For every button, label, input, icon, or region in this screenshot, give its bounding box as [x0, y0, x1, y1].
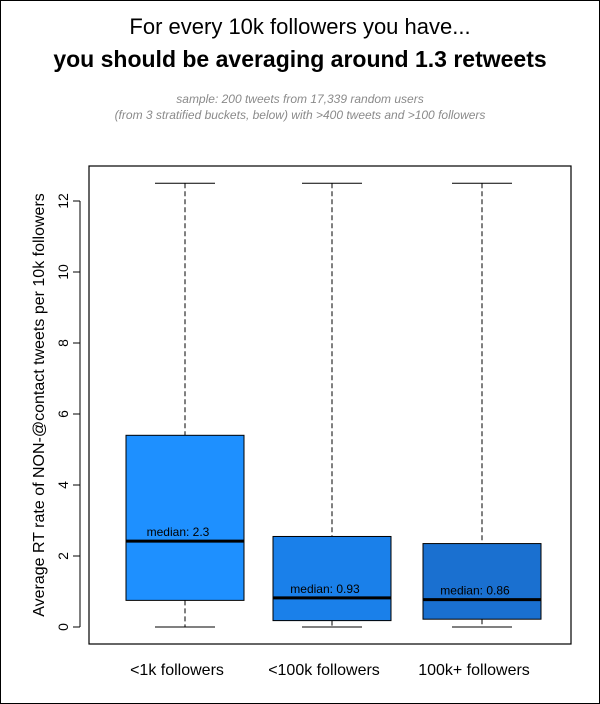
x-axis-labels: <1k followers <100k followers 100k+ follow…	[130, 662, 530, 679]
chart-title-line-1: For every 10k followers you have...	[129, 14, 471, 39]
plot-area-border	[88, 165, 572, 645]
y-tick-label: 4	[55, 481, 71, 489]
boxes: median: 2.3 median: 0.93 median: 0.86	[125, 182, 542, 628]
iqr-box	[125, 434, 245, 601]
y-tick-label: 0	[55, 623, 71, 631]
x-category-label: 100k+ followers	[418, 662, 530, 679]
y-tick-label: 10	[55, 264, 71, 280]
x-category-label: <1k followers	[130, 662, 224, 679]
y-axis: 0 2 4 6 8 10 12	[55, 193, 81, 631]
chart-subtitle-line-1: sample: 200 tweets from 17,339 random us…	[176, 92, 424, 106]
chart-title-line-2: you should be averaging around 1.3 retwe…	[53, 46, 547, 72]
median-label: median: 2.3	[147, 525, 210, 539]
y-tick-label: 6	[55, 410, 71, 418]
y-axis-label: Average RT rate of NON-@contact tweets p…	[31, 193, 48, 617]
y-tick-label: 12	[55, 193, 71, 209]
chart-subtitle-line-2: (from 3 stratified buckets, below) with …	[114, 108, 486, 122]
median-label: median: 0.93	[290, 582, 360, 596]
iqr-box	[422, 543, 542, 620]
median-label: median: 0.86	[440, 584, 510, 598]
iqr-box	[272, 535, 392, 622]
box-1: median: 2.3	[125, 182, 245, 628]
x-category-label: <100k followers	[268, 662, 380, 679]
box-2: median: 0.93	[272, 182, 392, 628]
y-tick-label: 8	[55, 339, 71, 347]
y-tick-label: 2	[55, 552, 71, 560]
box-3: median: 0.86	[422, 182, 542, 628]
